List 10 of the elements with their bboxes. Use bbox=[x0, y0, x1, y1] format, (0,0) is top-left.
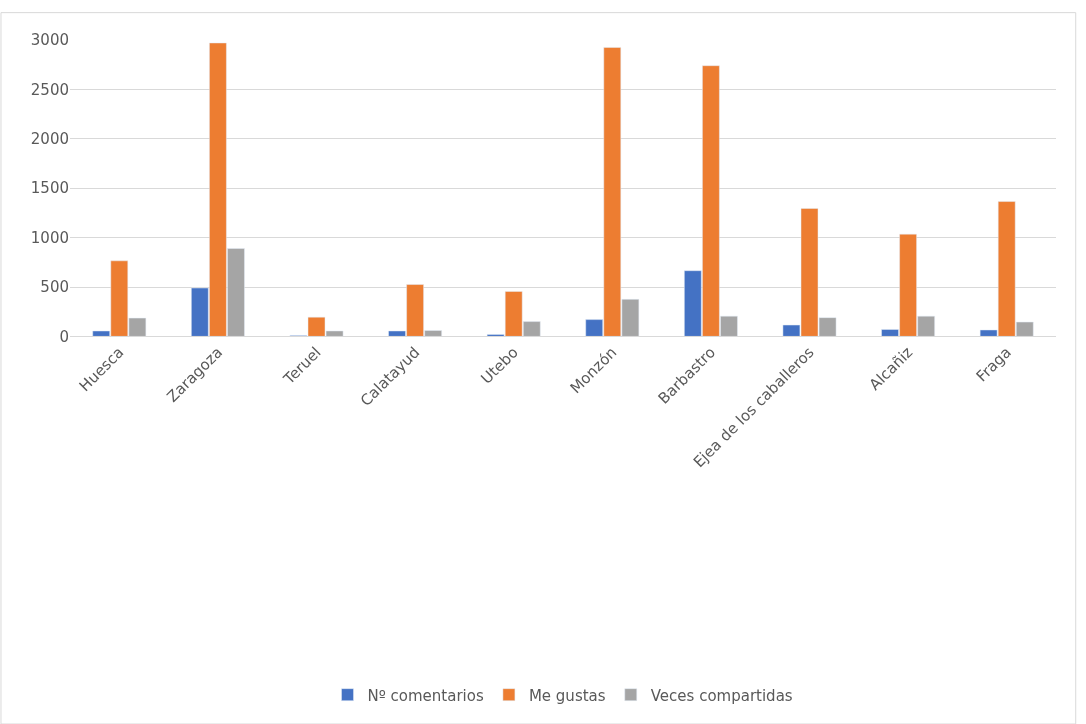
y-tick-label: 1500 bbox=[30, 179, 69, 198]
y-tick-label: 1000 bbox=[30, 228, 69, 247]
y-tick-label: 3000 bbox=[30, 31, 69, 50]
y-tick-label: 2500 bbox=[30, 80, 69, 99]
legend-label: Me gustas bbox=[528, 686, 606, 705]
y-tick-label: 2000 bbox=[30, 130, 69, 149]
y-tick-label: 0 bbox=[59, 327, 69, 346]
legend-label: Nº comentarios bbox=[367, 686, 484, 705]
y-tick-label: 500 bbox=[40, 278, 69, 297]
legend-label: Veces compartidas bbox=[650, 686, 793, 705]
